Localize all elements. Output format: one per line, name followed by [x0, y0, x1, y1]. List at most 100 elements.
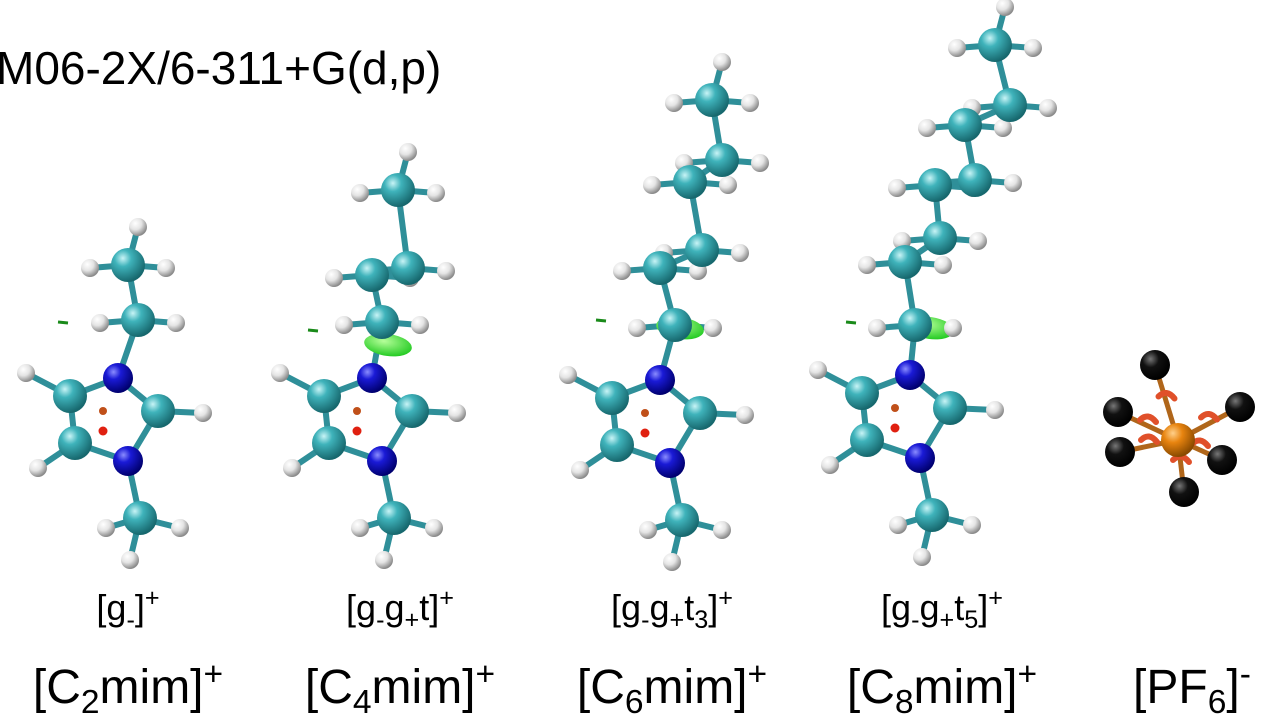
- atom: [888, 179, 906, 197]
- label-text: t]: [419, 587, 439, 628]
- conformer-label: [g-g+t]+: [346, 584, 454, 633]
- atom: [898, 308, 932, 342]
- atom: [993, 88, 1027, 122]
- atom: [141, 394, 175, 428]
- nci-dot: [891, 404, 899, 412]
- atom: [367, 446, 397, 476]
- atom: [571, 461, 589, 479]
- atom: [868, 319, 886, 337]
- nci-surface: [1201, 414, 1217, 420]
- subscript: 8: [895, 684, 914, 721]
- atom: [905, 443, 935, 473]
- atom: [658, 308, 692, 342]
- nci-dot: [353, 427, 362, 436]
- ion-label: [PF6]-: [1133, 656, 1251, 722]
- subscript: -: [376, 606, 384, 634]
- atom: [157, 259, 175, 277]
- atom: [91, 314, 109, 332]
- atom: [915, 498, 949, 532]
- nci-dot: [641, 409, 649, 417]
- label-text: mim]: [372, 661, 476, 714]
- atom: [685, 233, 719, 267]
- atom: [719, 176, 737, 194]
- label-text: [g: [346, 587, 376, 628]
- subscript: 4: [353, 684, 372, 721]
- method-label: M06-2X/6-311+G(d,p): [0, 42, 441, 94]
- ion-label: [C4mim]+: [305, 656, 495, 722]
- subscript: +: [405, 606, 420, 634]
- label-text: [C: [33, 661, 81, 714]
- atom: [934, 256, 952, 274]
- atom: [705, 143, 739, 177]
- ion-label: [C6mim]+: [577, 656, 767, 722]
- atom: [271, 364, 289, 382]
- atom: [29, 459, 47, 477]
- atom: [695, 83, 729, 117]
- atom: [665, 503, 699, 537]
- atom: [81, 259, 99, 277]
- conformer-label: [g-g+t3]+: [611, 584, 733, 633]
- atom: [963, 516, 981, 534]
- label-text: ]: [1226, 661, 1239, 714]
- atom: [171, 519, 189, 537]
- atom: [1140, 350, 1170, 380]
- nci-surface: [1140, 416, 1156, 422]
- atom: [194, 404, 212, 422]
- label-text: mim]: [100, 661, 204, 714]
- atom: [1024, 39, 1042, 57]
- ion-label: [C8mim]+: [847, 656, 1037, 722]
- label-text: g: [919, 587, 939, 628]
- superscript: +: [748, 656, 768, 693]
- nci-fragment: [58, 322, 68, 323]
- atom: [167, 314, 185, 332]
- atom: [121, 303, 155, 337]
- nci-dot: [353, 407, 361, 415]
- atom: [809, 361, 827, 379]
- atom: [307, 379, 341, 413]
- labels: [g-]+[C2mim]+[g-g+t]+[C4mim]+[g-g+t3]+[C…: [33, 584, 1251, 721]
- atom: [355, 258, 389, 292]
- conformer-label: [g-]+: [96, 584, 159, 633]
- atom: [845, 376, 879, 410]
- atom: [411, 316, 429, 334]
- nci-fragment: [308, 330, 318, 331]
- atom: [595, 381, 629, 415]
- atom: [741, 94, 759, 112]
- subscript: +: [669, 606, 684, 634]
- atom: [978, 28, 1012, 62]
- superscript: -: [1240, 656, 1251, 693]
- atom: [1004, 174, 1022, 192]
- atom: [948, 39, 966, 57]
- atom: [365, 305, 399, 339]
- atom: [628, 319, 646, 337]
- label-text: [C: [305, 661, 353, 714]
- subscript: -: [641, 606, 649, 634]
- atom: [996, 0, 1014, 16]
- atom: [312, 426, 346, 460]
- superscript: +: [988, 584, 1003, 612]
- subscript: 5: [964, 606, 978, 634]
- atom: [918, 119, 936, 137]
- atom: [1225, 392, 1255, 422]
- atom: [335, 316, 353, 334]
- atom: [858, 256, 876, 274]
- atom: [969, 232, 987, 250]
- superscript: +: [204, 656, 224, 693]
- label-text: [PF: [1133, 661, 1208, 714]
- conformer-label: [g-g+t5]+: [881, 584, 1003, 633]
- superscript: +: [1018, 656, 1038, 693]
- atom: [425, 519, 443, 537]
- label-text: ]: [708, 587, 718, 628]
- atom: [399, 143, 417, 161]
- atom: [958, 163, 992, 197]
- atom: [713, 521, 731, 539]
- nci-surface: [1141, 436, 1157, 442]
- atom: [1105, 437, 1135, 467]
- label-text: ]: [135, 587, 145, 628]
- superscript: +: [145, 584, 160, 612]
- subscript: -: [126, 606, 134, 634]
- atom: [381, 173, 415, 207]
- atom: [129, 218, 147, 236]
- atom: [918, 168, 952, 202]
- nci-dot: [641, 429, 650, 438]
